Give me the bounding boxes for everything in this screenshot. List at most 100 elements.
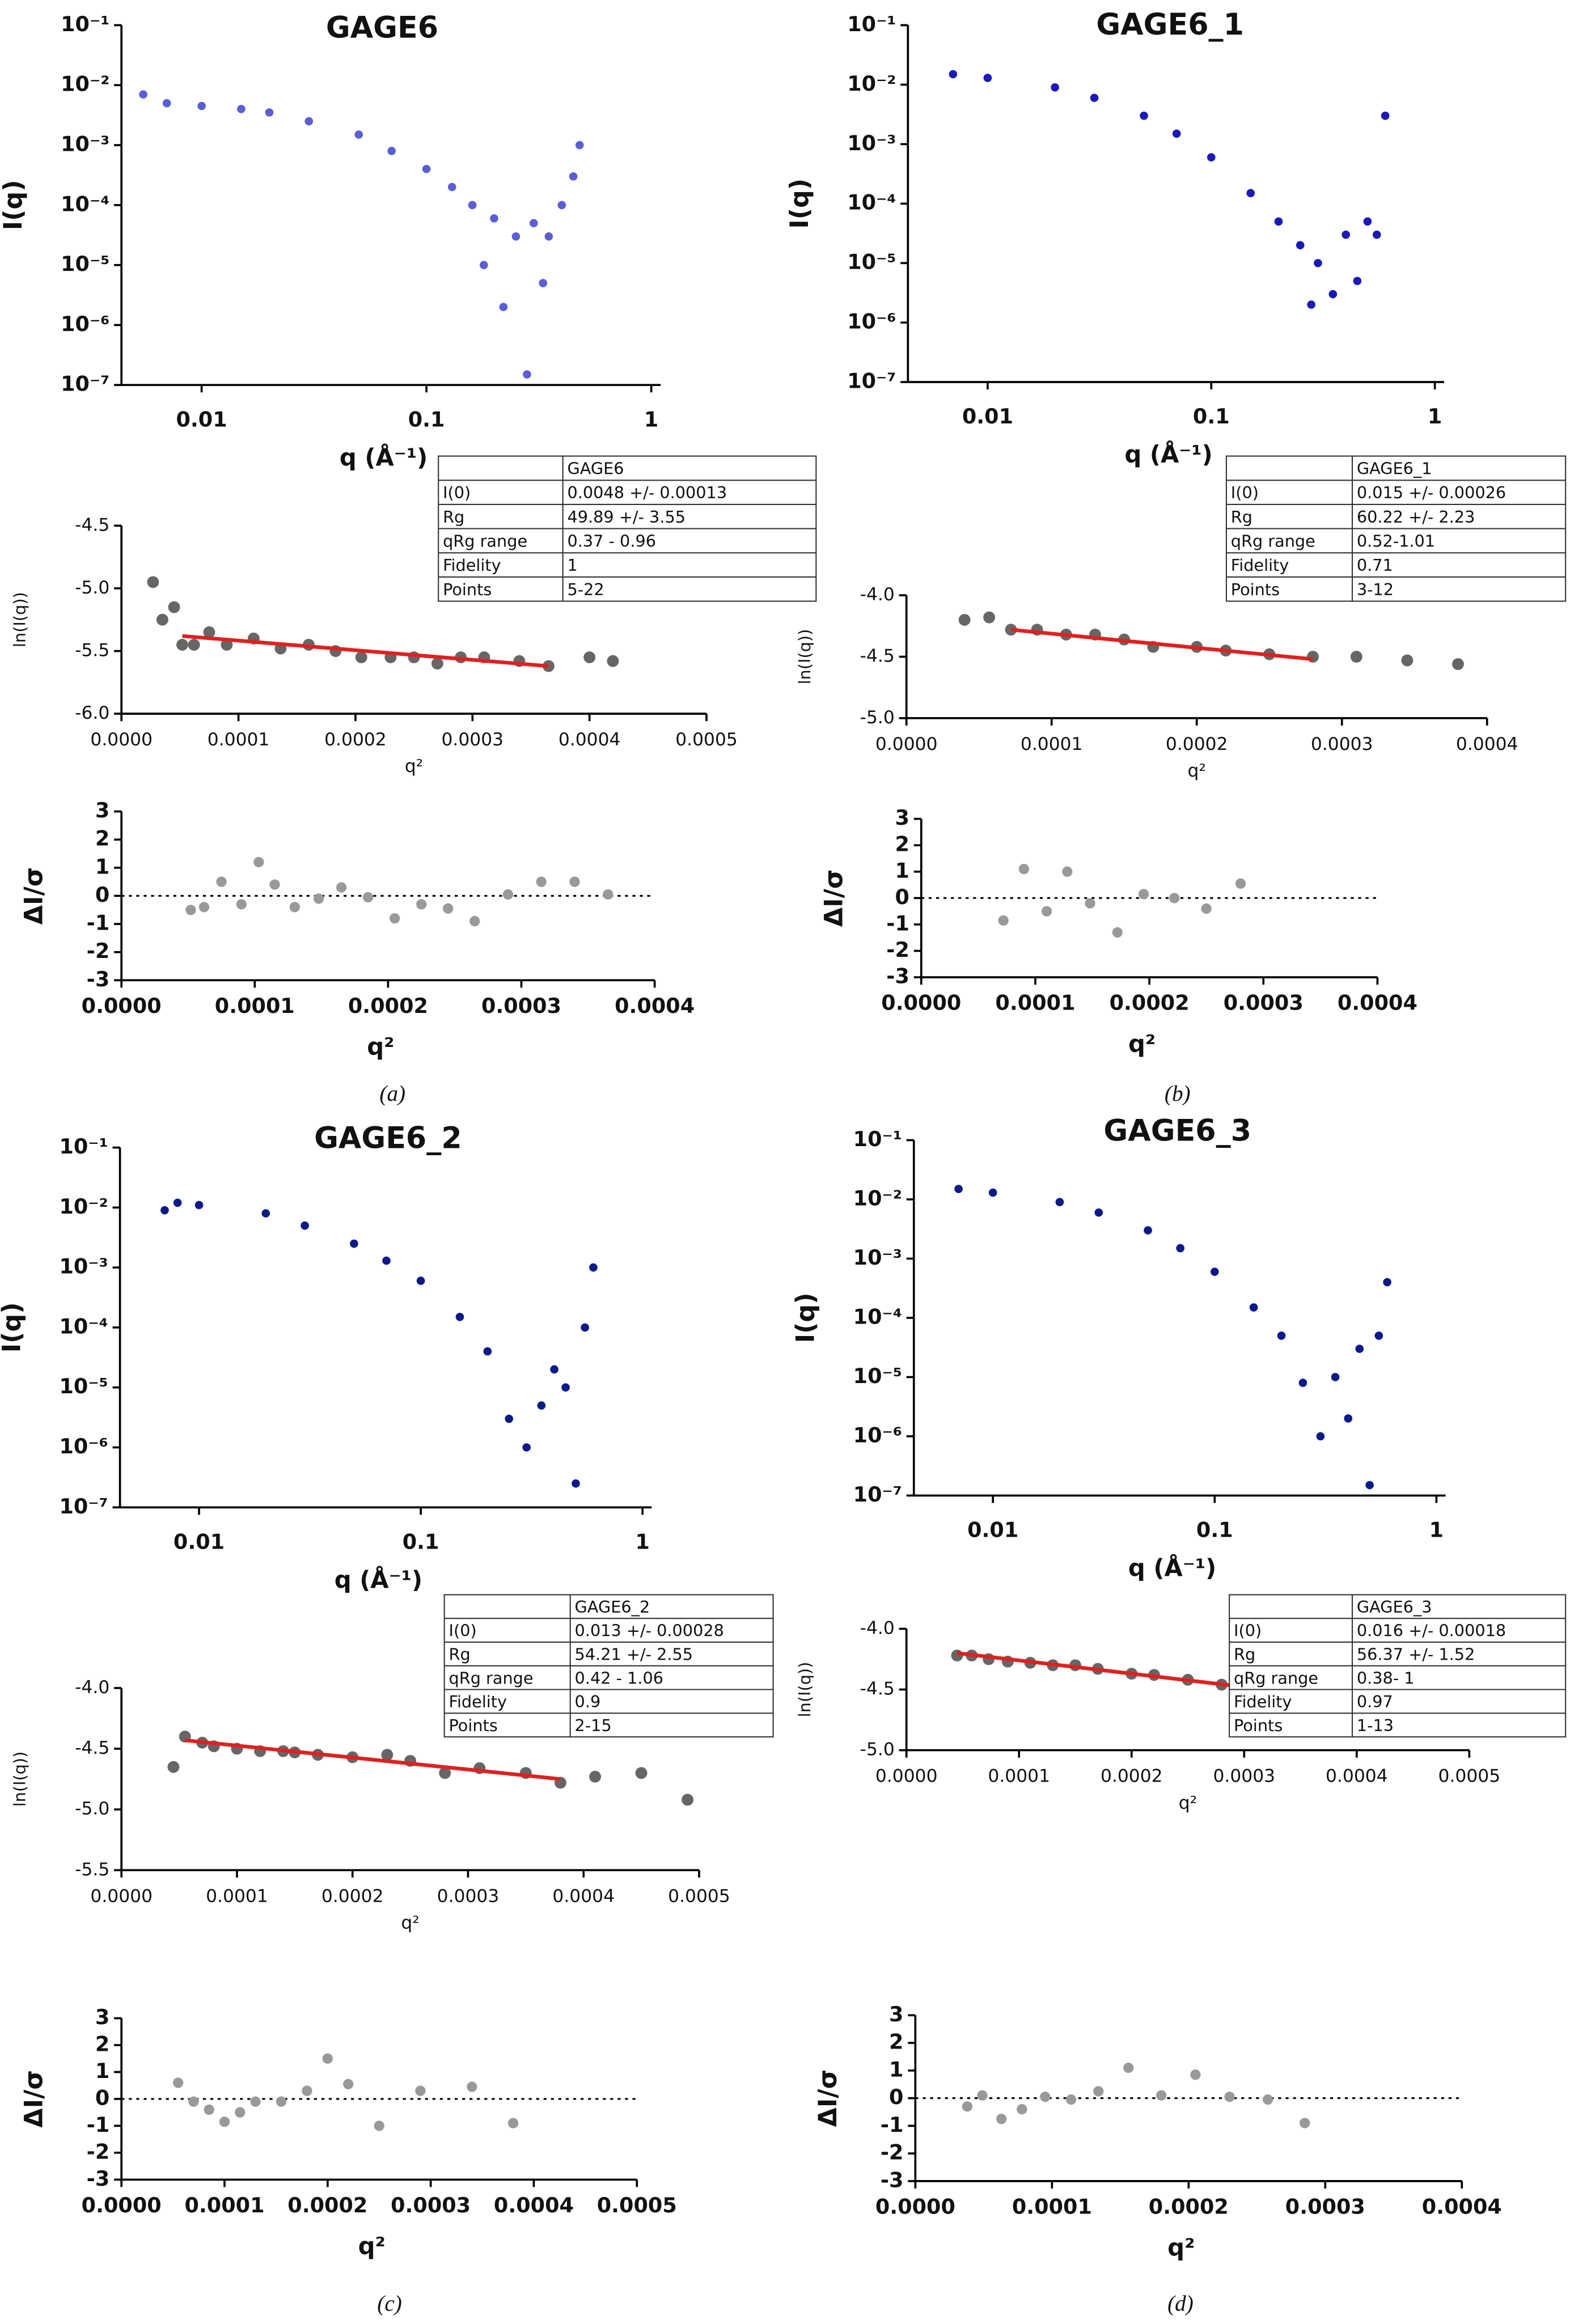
y-axis-label: I(q) <box>785 179 814 229</box>
data-point <box>511 232 520 241</box>
x-tick-label: 0.0000 <box>82 994 162 1018</box>
data-point <box>589 1263 598 1272</box>
data-point <box>162 99 171 108</box>
y-tick-label: -5.0 <box>75 578 109 598</box>
y-tick-label: -5.0 <box>860 1740 895 1760</box>
data-point <box>147 576 159 588</box>
y-tick-label: 10⁻¹ <box>853 1127 902 1151</box>
data-point <box>350 1239 358 1248</box>
data-point <box>1123 2062 1134 2073</box>
data-point <box>1140 111 1148 120</box>
y-tick-label: 0 <box>95 883 109 907</box>
data-point <box>1249 1303 1258 1312</box>
y-tick-label: 10⁻⁵ <box>61 252 109 276</box>
data-point <box>1274 217 1283 226</box>
y-tick-label: -4.0 <box>75 1677 109 1698</box>
x-tick-label: 0.0001 <box>184 2193 264 2217</box>
table-header: GAGE6_2 <box>575 1597 650 1617</box>
y-tick-label: 10⁻⁶ <box>847 309 896 334</box>
table-cell: Fidelity <box>449 1692 507 1711</box>
y-tick-label: 10⁻⁶ <box>61 312 109 336</box>
x-tick-label: 0.0002 <box>321 1886 384 1906</box>
y-tick-label: -2 <box>881 2140 904 2165</box>
data-point <box>1201 903 1212 914</box>
x-tick-label: 0.0003 <box>481 994 561 1018</box>
table-cell: I(0) <box>449 1621 477 1640</box>
data-point <box>188 639 200 651</box>
data-point <box>537 1401 546 1410</box>
table-cell: 0.38- 1 <box>1357 1668 1415 1687</box>
data-point <box>1298 1379 1307 1387</box>
y-tick-label: -1 <box>881 2113 904 2137</box>
x-tick-label: 0.0004 <box>1422 2194 1502 2219</box>
table-cell: I(0) <box>1234 1621 1262 1640</box>
y-tick-label: 3 <box>889 2002 903 2026</box>
table-cell: 0.52-1.01 <box>1357 532 1435 551</box>
x-tick-label: 1 <box>644 407 658 431</box>
data-point <box>1277 1331 1286 1340</box>
y-tick-label: 2 <box>95 826 109 851</box>
data-point <box>523 370 531 379</box>
y-tick-label: 2 <box>889 2030 903 2054</box>
data-point <box>1156 2090 1167 2101</box>
data-point <box>1374 1331 1383 1340</box>
table-cell: 1 <box>567 555 577 575</box>
data-point <box>265 108 274 117</box>
y-tick-label: 10⁻⁷ <box>59 1494 108 1519</box>
data-point <box>1090 94 1099 102</box>
x-tick-label: 1 <box>1429 1518 1444 1542</box>
caption: (c) <box>377 2291 401 2315</box>
x-tick-label: 0.0004 <box>1456 734 1518 754</box>
data-point <box>1207 153 1216 162</box>
data-point <box>1307 300 1315 309</box>
data-point <box>467 2081 477 2092</box>
y-tick-label: -1 <box>886 911 909 935</box>
y-tick-label: 10⁻⁶ <box>59 1434 108 1458</box>
data-point <box>1300 2118 1310 2128</box>
data-point <box>363 892 374 903</box>
y-tick-label: 10⁻³ <box>847 131 896 155</box>
x-tick-label: 0.0000 <box>875 1766 938 1787</box>
data-point <box>977 2090 988 2101</box>
y-tick-label: -1 <box>87 2113 110 2137</box>
x-axis-label: q (Å⁻¹) <box>335 1565 422 1593</box>
y-tick-label: 3 <box>895 805 909 830</box>
y-tick-label: -1 <box>87 911 110 935</box>
y-axis-label: ΔI/σ <box>20 867 49 925</box>
data-point <box>1307 651 1319 663</box>
table-cell: 0.0048 +/- 0.00013 <box>567 483 727 502</box>
x-tick-label: 0.0001 <box>206 1886 268 1906</box>
x-tick-label: 0.0002 <box>348 994 428 1018</box>
data-point <box>1316 1432 1325 1441</box>
x-axis-label: q (Å⁻¹) <box>1128 1554 1216 1582</box>
table-cell: 54.21 +/- 2.55 <box>575 1645 693 1664</box>
data-point <box>447 183 456 192</box>
x-tick-label: 0.1 <box>408 407 445 431</box>
y-axis-label: ΔI/σ <box>814 2069 843 2127</box>
y-axis-label: ΔI/σ <box>819 870 848 927</box>
data-point <box>194 1201 204 1210</box>
table-cell: 0.97 <box>1357 1692 1393 1711</box>
data-point <box>1138 889 1149 900</box>
x-tick-label: 0.0003 <box>391 2193 471 2217</box>
y-tick-label: 1 <box>95 854 109 879</box>
data-point <box>1210 1267 1219 1276</box>
data-point <box>173 1198 182 1207</box>
data-point <box>185 905 196 915</box>
x-axis-label: q (Å⁻¹) <box>1124 440 1212 468</box>
data-point <box>1383 1278 1391 1287</box>
x-tick-label: 0.0003 <box>1311 734 1373 754</box>
y-tick-label: 0 <box>889 2085 903 2109</box>
y-tick-label: 3 <box>95 798 109 822</box>
data-point <box>1328 290 1338 299</box>
x-tick-label: 0.01 <box>176 407 227 431</box>
data-point <box>276 2096 287 2107</box>
data-point <box>539 279 548 287</box>
data-point <box>490 214 498 223</box>
data-point <box>343 2079 354 2089</box>
table-cell: 0.013 +/- 0.00028 <box>575 1621 724 1640</box>
data-point <box>269 879 280 890</box>
data-point <box>502 889 514 900</box>
